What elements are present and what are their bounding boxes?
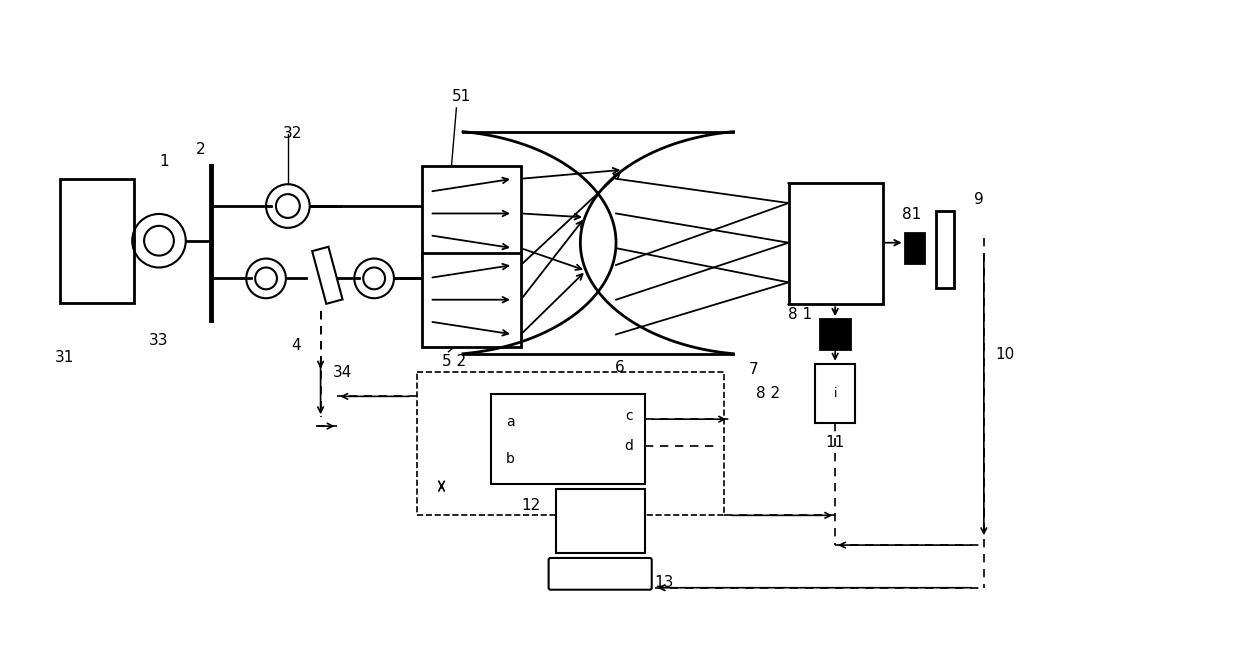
- Text: i: i: [834, 387, 836, 400]
- Bar: [491, 395, 644, 483]
- Text: 4: 4: [291, 338, 301, 353]
- Text: 33: 33: [149, 333, 169, 349]
- Text: 13: 13: [654, 575, 674, 590]
- Text: 81: 81: [902, 207, 921, 222]
- Text: 51: 51: [452, 89, 471, 104]
- Bar: [904, 233, 924, 262]
- Text: a: a: [506, 415, 514, 429]
- Bar: [555, 489, 644, 553]
- Text: 34: 34: [332, 365, 352, 380]
- Text: 5 2: 5 2: [441, 354, 466, 369]
- Bar: [59, 179, 134, 303]
- Bar: [421, 167, 520, 260]
- Text: 8 2: 8 2: [757, 386, 781, 401]
- Text: 9: 9: [974, 192, 984, 207]
- Text: 32: 32: [284, 126, 302, 141]
- Text: 7: 7: [750, 362, 758, 377]
- Text: 1: 1: [159, 154, 169, 169]
- Text: 11: 11: [825, 435, 845, 450]
- Text: 6: 6: [615, 360, 624, 375]
- Bar: [312, 247, 342, 304]
- Bar: [937, 211, 954, 288]
- Bar: [788, 183, 882, 304]
- Text: 12: 12: [520, 498, 540, 513]
- Text: 31: 31: [55, 350, 74, 365]
- Bar: [416, 371, 724, 515]
- FancyBboxPatch shape: [549, 558, 652, 590]
- Text: 10: 10: [996, 347, 1015, 362]
- Text: b: b: [506, 452, 515, 466]
- Text: c: c: [626, 409, 633, 423]
- Text: 2: 2: [196, 142, 206, 157]
- Text: d: d: [624, 439, 633, 453]
- Text: 8 1: 8 1: [788, 307, 813, 321]
- Bar: [815, 364, 855, 423]
- Bar: [421, 253, 520, 347]
- Bar: [820, 319, 850, 349]
